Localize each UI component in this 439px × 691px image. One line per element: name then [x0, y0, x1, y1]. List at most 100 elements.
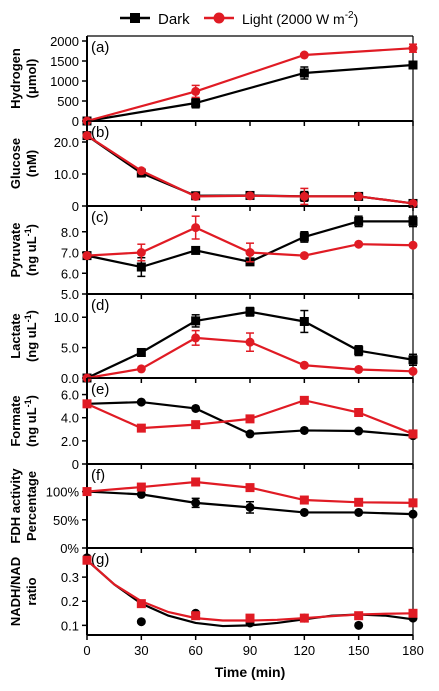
data-point: [408, 43, 418, 53]
data-point: [136, 166, 146, 176]
y-tick-label: 0: [72, 114, 79, 129]
y-label-line-1: Glucose: [8, 138, 23, 189]
data-point: [299, 251, 309, 261]
x-tick-label: 180: [402, 643, 424, 658]
data-point: [82, 131, 92, 141]
data-point: [82, 487, 92, 497]
panel-6: (g) 0.1 0.2 0.3 NADH/NADratio 0 30 60 90 120 150 18…: [8, 547, 424, 680]
y-tick-label: 0%: [60, 541, 79, 556]
x-tick-label: 0: [83, 643, 90, 658]
data-point: [299, 613, 309, 623]
x-tick-label: 90: [243, 643, 257, 658]
y-tick-label: 0.2: [61, 594, 79, 609]
data-point: [408, 429, 418, 439]
y-tick-label: 4.0: [61, 411, 79, 426]
data-point: [191, 477, 201, 487]
legend-light-text: Light (2000 W m: [242, 11, 345, 27]
y-label-line-2: (nM): [24, 150, 39, 177]
x-tick-label: 150: [348, 643, 370, 658]
panel-letter: (c): [91, 209, 109, 226]
y-label-line-1: Formate: [8, 395, 23, 446]
data-point: [245, 191, 255, 201]
y-tick-label: 6.0: [61, 266, 79, 281]
data-point: [299, 495, 309, 505]
data-point: [299, 507, 309, 517]
y-tick-label: 0.0: [61, 371, 79, 386]
data-point: [408, 509, 418, 519]
data-point: [245, 483, 255, 493]
y-label-line-1: Hydrogen: [8, 48, 23, 109]
fit-curve: [86, 559, 414, 622]
series-light: [82, 395, 418, 439]
y-tick-label: 8.0: [61, 225, 79, 240]
x-tick-label: 30: [134, 643, 148, 658]
series-light: [82, 131, 418, 208]
data-point: [136, 347, 146, 357]
data-point: [408, 355, 418, 365]
data-point: [299, 425, 309, 435]
y-tick-label: 500: [57, 94, 79, 109]
y-tick-label: 100%: [46, 485, 80, 500]
data-point: [191, 420, 201, 430]
data-point: [408, 366, 418, 376]
data-point: [408, 498, 418, 508]
series-dark: [82, 60, 418, 126]
y-axis-label: Lactate(ng uL-1): [8, 310, 39, 362]
legend: Dark Light (2000 W m-2): [120, 10, 358, 28]
series-light: [82, 477, 418, 508]
data-point: [245, 414, 255, 424]
legend-light-suffix: ): [354, 11, 359, 27]
y-axis-label: Pyruvate(ng uL-1): [8, 223, 39, 278]
x-tick-label: 120: [293, 643, 315, 658]
legend-item-light: Light (2000 W m-2): [204, 10, 358, 27]
y-label-line-1: Lactate: [8, 313, 23, 359]
y-tick-label: 6.0: [61, 388, 79, 403]
data-point: [354, 239, 364, 249]
y-tick-label: 5.0: [61, 341, 79, 356]
series-line: [86, 63, 414, 123]
data-point: [408, 240, 418, 250]
y-tick-label: 0: [72, 199, 79, 214]
x-tick-label: 60: [188, 643, 202, 658]
legend-dark-marker: [130, 13, 140, 23]
data-point: [245, 613, 255, 623]
y-label-line-1: FDH activity: [8, 468, 23, 544]
data-point: [408, 608, 418, 618]
panel-letter: (f): [91, 467, 105, 484]
y-tick-label: 10.0: [54, 310, 79, 325]
series-dark: [82, 306, 418, 383]
series-light: [82, 555, 418, 623]
y-tick-label: 5.0: [61, 287, 79, 302]
data-point: [354, 620, 364, 630]
y-tick-label: 7.0: [61, 246, 79, 261]
y-tick-label: 20.0: [54, 135, 79, 150]
data-point: [136, 397, 146, 407]
data-point: [299, 360, 309, 370]
data-point: [245, 307, 255, 317]
y-axis-label: FDH activityPercentage: [8, 468, 39, 544]
data-point: [82, 555, 92, 565]
y-axis-label: Glucose(nM): [8, 138, 39, 189]
y-label-suffix: ): [24, 310, 39, 314]
data-point: [245, 502, 255, 512]
data-point: [191, 403, 201, 413]
y-tick-label: 0.3: [61, 570, 79, 585]
legend-light-label: Light (2000 W m-2): [242, 10, 358, 27]
y-tick-label: 10.0: [54, 167, 79, 182]
data-point: [299, 50, 309, 60]
x-axis-title: Time (min): [215, 664, 286, 680]
y-label-line-1: Pyruvate: [8, 223, 23, 278]
data-point: [245, 337, 255, 347]
y-tick-label: 1000: [50, 74, 79, 89]
panel-letter: (b): [91, 124, 109, 141]
data-point: [136, 617, 146, 627]
data-point: [136, 248, 146, 257]
series-light: [82, 43, 418, 126]
panels: (a)0500100015002000Hydrogen(μmol)(b)010.…: [8, 34, 424, 680]
y-label-superscript: -1: [23, 228, 33, 236]
data-point: [299, 191, 309, 201]
data-point: [191, 316, 201, 326]
data-point: [299, 316, 309, 326]
legend-light-superscript: -2: [345, 10, 354, 21]
data-point: [354, 346, 364, 356]
